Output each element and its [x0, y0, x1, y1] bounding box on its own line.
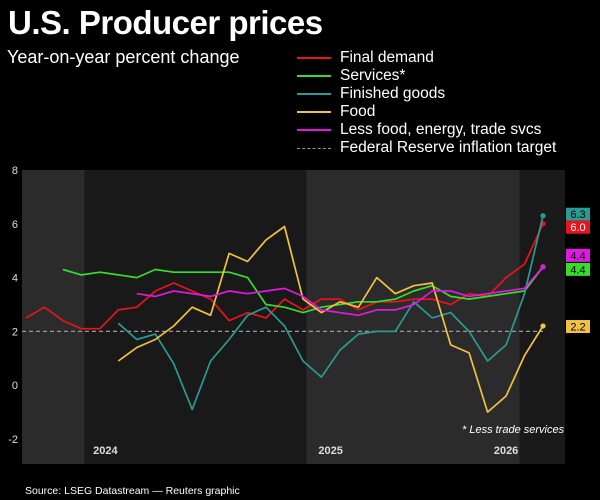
end-label-finished-goods: 6.3 — [570, 209, 585, 221]
legend-label: Final demand — [340, 49, 434, 66]
legend-label: Food — [340, 103, 376, 120]
page-subtitle: Year-on-year percent change — [7, 47, 240, 67]
legend-label: Less food, energy, trade svcs — [340, 121, 542, 138]
end-point-food — [540, 323, 546, 329]
legend-item-services: Services* — [297, 67, 556, 85]
legend-label: Federal Reserve inflation target — [340, 139, 557, 156]
legend-item-final-demand: Final demand — [297, 49, 556, 67]
legend-label: Finished goods — [340, 85, 446, 102]
legend-item-food: Food — [297, 103, 556, 121]
legend-swatch-food — [297, 111, 331, 113]
x-axis: 2024 2025 2026 — [93, 445, 518, 457]
footnote: * Less trade services — [462, 424, 565, 436]
legend-swatch-services — [297, 75, 331, 77]
end-label-box-final-demand — [566, 220, 590, 234]
y-tick-label: 2 — [12, 326, 18, 338]
year-band — [22, 170, 85, 464]
year-bands — [22, 170, 565, 464]
end-label-services: 4.4 — [570, 264, 585, 276]
series-line-final-demand — [25, 223, 544, 330]
series-line-food — [117, 225, 544, 413]
end-point-core — [540, 264, 546, 270]
legend: Final demand Services* Finished goods Fo… — [297, 49, 556, 157]
y-tick-label: 4 — [12, 273, 18, 285]
legend-swatch-finished-goods — [297, 93, 331, 95]
y-tick-label: 0 — [12, 380, 18, 392]
series-lines — [25, 213, 546, 413]
series-line-finished-goods — [117, 215, 544, 411]
legend-label: Services* — [340, 67, 406, 84]
x-tick-label: 2026 — [494, 445, 518, 457]
end-label-core: 4.4 — [570, 250, 585, 262]
legend-swatch-core — [297, 129, 331, 131]
page-title: U.S. Producer prices — [8, 4, 323, 41]
source-note: Source: LSEG Datastream — Reuters graphi… — [25, 485, 240, 497]
x-tick-label: 2024 — [93, 445, 118, 457]
series-line-services — [62, 266, 544, 314]
year-band — [306, 170, 520, 464]
end-label-box-finished-goods — [566, 207, 590, 221]
end-label-final-demand: 6.0 — [570, 222, 585, 234]
y-tick-label: -2 — [8, 434, 18, 446]
y-axis: 8 6 4 2 0 -2 — [8, 165, 18, 446]
end-label-box-food — [566, 320, 590, 334]
year-band — [84, 170, 307, 464]
x-tick-label: 2025 — [318, 445, 342, 457]
end-point-finished-goods — [540, 213, 546, 219]
legend-item-fed-target: Federal Reserve inflation target — [297, 139, 556, 157]
end-labels: 6.36.0 4.4 4.4 2.2 — [566, 207, 590, 334]
legend-item-finished-goods: Finished goods — [297, 85, 556, 103]
end-label-box-services — [566, 262, 590, 276]
legend-swatch-final-demand — [297, 57, 331, 59]
legend-item-core: Less food, energy, trade svcs — [297, 121, 556, 139]
y-tick-label: 6 — [12, 219, 18, 231]
series-line-core — [136, 266, 544, 317]
end-label-food: 2.2 — [570, 322, 585, 334]
legend-swatch-fed-target — [297, 147, 331, 149]
end-label-box-core — [566, 248, 590, 262]
y-tick-label: 8 — [12, 165, 18, 177]
